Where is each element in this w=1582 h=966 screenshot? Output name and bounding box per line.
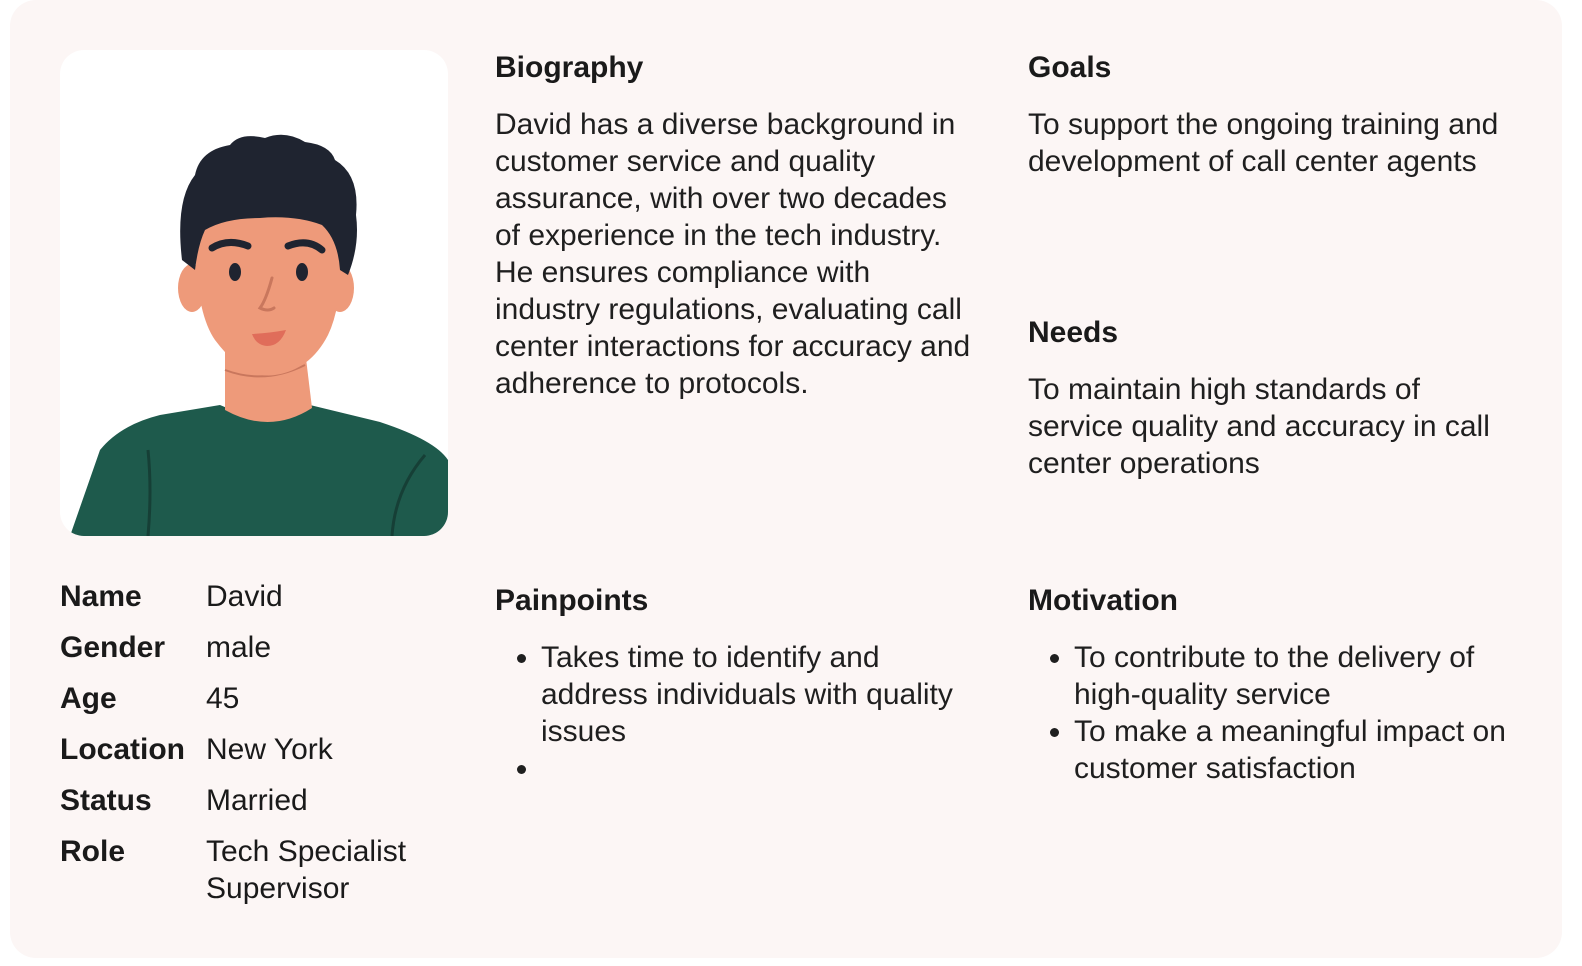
info-row-role: Role Tech Specialist Supervisor (60, 833, 480, 907)
info-value: Tech Specialist Supervisor (206, 835, 407, 905)
painpoints-list: Takes time to identify and address indiv… (495, 639, 965, 787)
info-table: Name David Gender male Age 45 Location N… (60, 578, 480, 921)
info-label: Role (60, 835, 126, 868)
motivation-list: To contribute to the delivery of high-qu… (1028, 639, 1528, 787)
person-avatar-illustration-icon (70, 134, 448, 536)
list-item (541, 750, 965, 787)
info-row-location: Location New York (60, 731, 480, 768)
info-label: Location (60, 733, 185, 766)
info-label: Name (60, 580, 142, 613)
painpoints-title: Painpoints (495, 584, 649, 617)
needs-title: Needs (1028, 316, 1119, 349)
info-label: Age (60, 682, 117, 715)
info-value: 45 (206, 682, 240, 715)
info-value: male (206, 631, 272, 664)
info-value: David (206, 580, 283, 613)
list-item: To make a meaningful impact on customer … (1074, 713, 1528, 787)
painpoints-section: Painpoints Takes time to identify and ad… (495, 583, 965, 787)
needs-section: Needs To maintain high standards of serv… (1028, 315, 1518, 482)
avatar (60, 50, 448, 536)
biography-section: Biography David has a diverse background… (495, 50, 975, 402)
goals-text: To support the ongoing training and deve… (1028, 108, 1499, 178)
info-row-age: Age 45 (60, 680, 480, 717)
list-item: Takes time to identify and address indiv… (541, 639, 965, 750)
list-item: To contribute to the delivery of high-qu… (1074, 639, 1528, 713)
info-label: Gender (60, 631, 166, 664)
motivation-section: Motivation To contribute to the delivery… (1028, 583, 1528, 787)
info-row-name: Name David (60, 578, 480, 615)
motivation-title: Motivation (1028, 584, 1178, 617)
biography-title: Biography (495, 51, 644, 84)
goals-section: Goals To support the ongoing training an… (1028, 50, 1518, 180)
info-row-status: Status Married (60, 782, 480, 819)
goals-title: Goals (1028, 51, 1112, 84)
info-row-gender: Gender male (60, 629, 480, 666)
needs-text: To maintain high standards of service qu… (1028, 373, 1490, 480)
info-value: Married (206, 784, 308, 817)
info-value: New York (206, 733, 333, 766)
info-label: Status (60, 784, 152, 817)
biography-text: David has a diverse background in custom… (495, 108, 971, 400)
